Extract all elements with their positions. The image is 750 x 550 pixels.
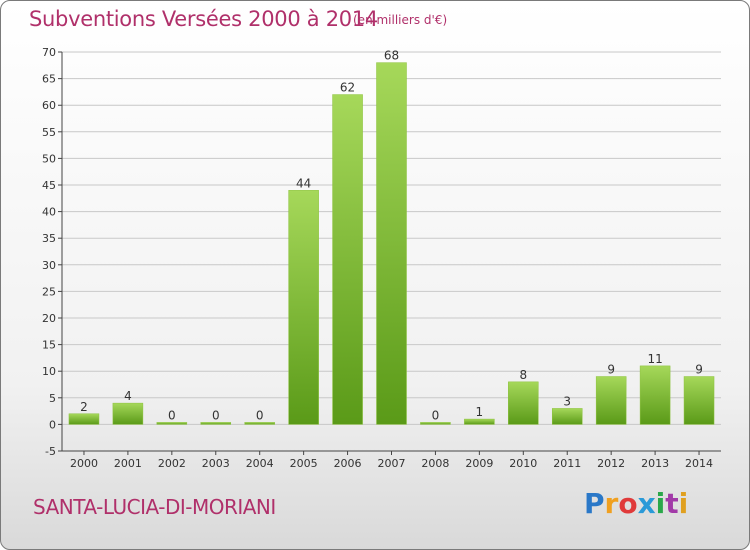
- bars: [68, 62, 715, 425]
- x-tick-label: 2012: [597, 457, 625, 470]
- bar: [639, 365, 671, 425]
- bar: [551, 408, 583, 425]
- bar: [156, 422, 188, 425]
- x-tick-label: 2013: [641, 457, 669, 470]
- logo-letter: o: [618, 487, 638, 520]
- x-tick-label: 2004: [246, 457, 274, 470]
- bar: [683, 376, 715, 425]
- y-tick-label: 70: [42, 46, 56, 59]
- data-label: 1: [476, 405, 484, 419]
- bar: [200, 422, 232, 425]
- bar: [244, 422, 275, 425]
- x-tick-label: 2010: [509, 457, 537, 470]
- x-tick-label: 2006: [334, 457, 362, 470]
- bar: [112, 402, 144, 425]
- data-label: 0: [168, 408, 176, 422]
- data-labels: 2 4 0 0 0 44 62 68 0 1 8 3 9 11 9: [80, 49, 703, 423]
- x-tick-label: 2001: [114, 457, 142, 470]
- y-tick-label: 50: [42, 152, 56, 165]
- y-tick-label: 10: [42, 365, 56, 378]
- y-tick-label: 40: [42, 206, 56, 219]
- x-tick-label: 2005: [290, 457, 318, 470]
- y-tick-label: 15: [42, 339, 56, 352]
- x-tick-label: 2003: [202, 457, 230, 470]
- x-tick-label: 2002: [158, 457, 186, 470]
- data-label: 9: [695, 363, 703, 377]
- y-tick-labels: -5 0 5 10 15 20 25 30 35 40 45 50 55 60 65 70: [42, 46, 56, 458]
- bar: [464, 418, 495, 425]
- bar: [288, 190, 319, 425]
- logo-letter: i: [655, 487, 666, 520]
- x-tick-label: 2009: [465, 457, 493, 470]
- x-tick-label: 2000: [70, 457, 98, 470]
- bar: [332, 94, 363, 425]
- data-label: 3: [563, 394, 571, 408]
- data-label: 0: [432, 408, 440, 422]
- unit-label: (en milliers d'€): [353, 13, 448, 27]
- y-tick-label: 5: [49, 392, 56, 405]
- y-tick-label: 45: [42, 179, 56, 192]
- y-tick-label: 30: [42, 259, 56, 272]
- data-label: 4: [124, 389, 132, 403]
- bar: [420, 422, 451, 425]
- y-tick-label: 60: [42, 99, 56, 112]
- x-tick-label: 2008: [421, 457, 449, 470]
- data-label: 9: [607, 363, 615, 377]
- chart-title: Subventions Versées 2000 à 2014: [29, 7, 378, 31]
- x-tick-label: 2014: [685, 457, 713, 470]
- proxiti-logo: Proxiti: [584, 487, 688, 520]
- y-tick-label: 25: [42, 285, 56, 298]
- data-label: 8: [519, 368, 527, 382]
- commune-name: SANTA-LUCIA-DI-MORIANI: [33, 495, 276, 519]
- y-tick-label: 55: [42, 126, 56, 139]
- y-tick-label: 65: [42, 73, 56, 86]
- logo-letter: P: [584, 487, 605, 520]
- data-label: 62: [340, 81, 355, 95]
- logo-letter: i: [678, 487, 689, 520]
- data-label: 11: [647, 352, 662, 366]
- y-tick-label: 35: [42, 232, 56, 245]
- bar: [376, 62, 407, 425]
- data-label: 0: [256, 408, 264, 422]
- x-tick-label: 2011: [553, 457, 581, 470]
- y-tick-label: 20: [42, 312, 56, 325]
- data-label: 68: [384, 49, 399, 63]
- bar: [508, 381, 539, 425]
- y-tick-label: 0: [49, 418, 56, 431]
- logo-letter: x: [637, 487, 656, 520]
- data-label: 0: [212, 408, 220, 422]
- data-label: 44: [296, 176, 311, 190]
- x-tick-labels: 2000 2001 2002 2003 2004 2005 2006 2007 2008 2009…: [70, 451, 713, 470]
- logo-letter: t: [665, 487, 679, 520]
- x-tick-label: 2007: [378, 457, 406, 470]
- logo-letter: r: [604, 487, 619, 520]
- y-tick-label: -5: [45, 445, 56, 458]
- bar: [595, 376, 627, 425]
- bar: [68, 413, 100, 425]
- data-label: 2: [80, 400, 88, 414]
